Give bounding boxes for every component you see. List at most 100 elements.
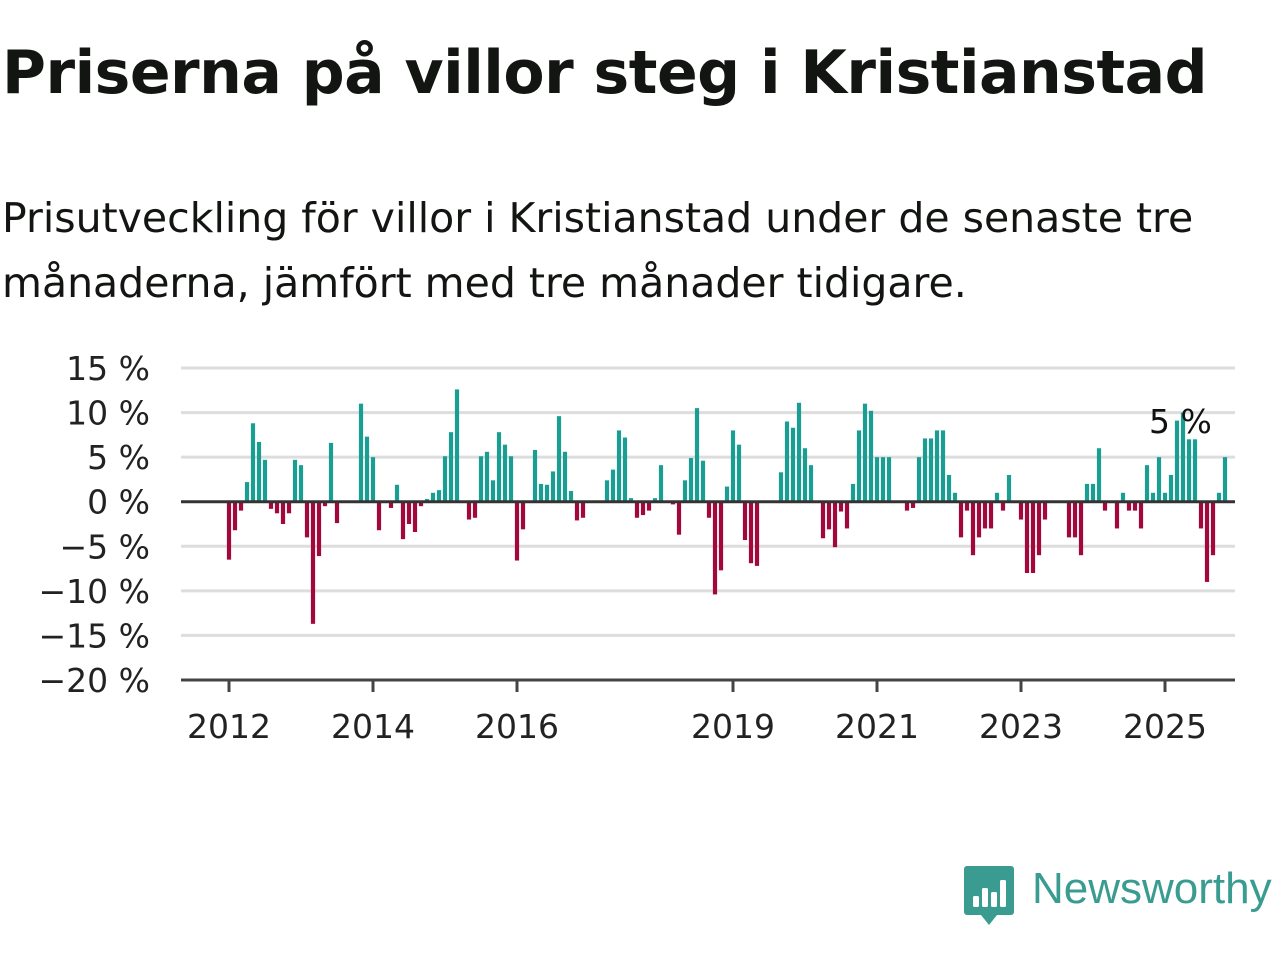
bar [262, 459, 268, 502]
latest-value-label: 5 % [1149, 402, 1212, 441]
bar [844, 501, 850, 529]
bar [784, 421, 790, 502]
bar [418, 501, 424, 507]
bar [268, 501, 274, 509]
bar [634, 501, 640, 518]
newsworthy-bar-chart-icon [964, 866, 1014, 925]
bar [988, 501, 994, 529]
bar [1222, 457, 1228, 502]
bar [688, 458, 694, 502]
bar [1030, 501, 1036, 574]
bar [796, 402, 802, 502]
bar [754, 501, 760, 566]
axes [181, 500, 1235, 692]
bar [1180, 412, 1186, 502]
bar [862, 403, 868, 502]
bar [394, 484, 400, 502]
bar [940, 430, 946, 502]
bar [952, 492, 958, 502]
bar [910, 501, 916, 508]
bar [406, 501, 412, 524]
bar [442, 456, 448, 502]
bar [610, 469, 616, 502]
bar [454, 389, 460, 502]
bar [448, 432, 454, 502]
bar [616, 430, 622, 502]
bar [388, 501, 394, 508]
bar [682, 480, 688, 502]
bar [1138, 501, 1144, 529]
bar [1168, 474, 1174, 502]
bar [376, 501, 382, 531]
bar [514, 501, 520, 561]
bar [298, 465, 304, 502]
bar [1042, 501, 1048, 520]
bar [922, 438, 928, 502]
bar [628, 498, 634, 502]
bar [652, 498, 658, 502]
bar [550, 471, 556, 502]
bar [1114, 501, 1120, 529]
bar [412, 501, 418, 533]
bar [994, 492, 1000, 502]
bar [466, 501, 472, 520]
bar [1144, 465, 1150, 502]
bar [274, 501, 280, 514]
bar [472, 501, 478, 518]
bar [400, 501, 406, 540]
bar [502, 444, 508, 502]
bar [694, 408, 700, 502]
bar [718, 501, 724, 571]
bar [976, 501, 982, 538]
bar [640, 501, 646, 516]
bar [724, 486, 730, 502]
bar [478, 456, 484, 502]
bar [856, 430, 862, 502]
bar [496, 432, 502, 502]
bar [1192, 439, 1198, 502]
bar [928, 438, 934, 502]
bar [490, 480, 496, 502]
bar [1018, 501, 1024, 520]
bar [1102, 501, 1108, 511]
bar [508, 456, 514, 502]
bar [886, 457, 892, 502]
y-tick-label: −20 % [39, 661, 151, 700]
x-tick-label: 2012 [187, 707, 271, 746]
bar [1126, 501, 1132, 511]
bar [1210, 501, 1216, 556]
bar [538, 483, 544, 502]
bar [730, 430, 736, 502]
chart-subtitle: Prisutveckling för villor i Kristianstad… [2, 194, 1194, 307]
bar [484, 451, 490, 502]
bar [580, 501, 586, 518]
bar [244, 482, 250, 502]
bar [292, 459, 298, 502]
bar [982, 501, 988, 529]
bar [958, 501, 964, 538]
bars [226, 389, 1228, 624]
bar [1036, 501, 1042, 556]
brand-name: Newsworthy [1032, 864, 1272, 913]
bar [676, 501, 682, 535]
bar [436, 490, 442, 502]
bar [970, 501, 976, 556]
bar [1096, 448, 1102, 502]
bar [520, 501, 526, 530]
x-tick-label: 2025 [1123, 707, 1207, 746]
chart-title: Priserna på villor steg i Kristianstad [2, 38, 1208, 108]
bar [1024, 501, 1030, 574]
bar [742, 501, 748, 541]
bar [232, 501, 238, 531]
bar [562, 451, 568, 502]
x-tick-label: 2014 [331, 707, 415, 746]
x-tick-label: 2019 [691, 707, 775, 746]
bar [946, 474, 952, 502]
bar [304, 501, 310, 538]
bar [748, 501, 754, 564]
price-change-bar-chart: 15 % 10 % 5 % 0 % −5 % −10 % −15 % −20 % 2012 201… [39, 349, 1235, 746]
bar [1198, 501, 1204, 529]
y-tick-label: 10 % [66, 394, 150, 433]
bar [1078, 501, 1084, 556]
bar [430, 492, 436, 502]
